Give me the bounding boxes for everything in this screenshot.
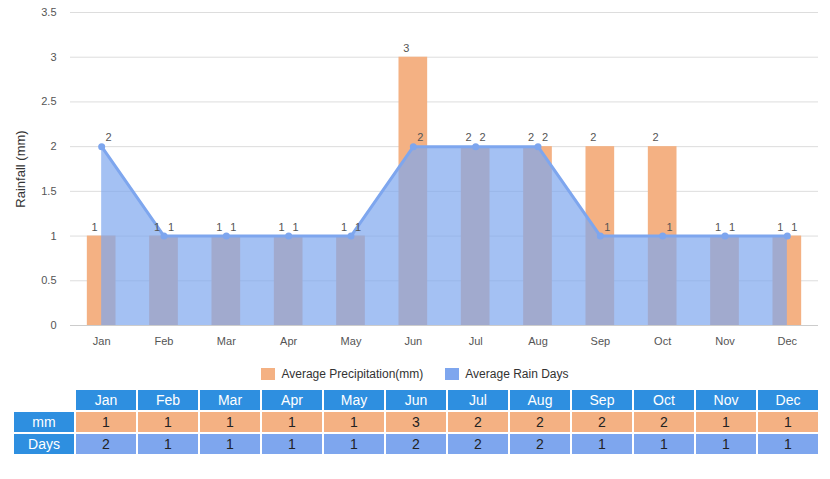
html-text:1: 1 [288,436,296,452]
html-text:Average Precipitation(mm): Average Precipitation(mm) [281,367,424,381]
svg-text:2: 2 [653,131,659,143]
html-text:1: 1 [226,414,234,430]
html-text:1: 1 [784,414,792,430]
svg-text:Feb: Feb [155,335,174,347]
svg-text:2: 2 [417,131,423,143]
html-text:1: 1 [164,436,172,452]
svg-text:2: 2 [50,140,56,152]
html-text:1: 1 [226,436,234,452]
svg-text:2.5: 2.5 [41,95,56,107]
svg-text:1: 1 [604,221,610,233]
svg-text:Jan: Jan [93,335,111,347]
html-text:Mar: Mar [217,392,243,408]
svg-text:Rainfall (mm): Rainfall (mm) [13,130,28,207]
html-text:2: 2 [660,414,668,430]
svg-text:May: May [341,335,362,347]
svg-text:1: 1 [92,221,98,233]
svg-text:1.5: 1.5 [41,185,56,197]
svg-text:2: 2 [590,131,596,143]
html-text:1: 1 [288,414,296,430]
svg-text:Apr: Apr [280,335,297,347]
html-text:Nov: Nov [713,392,739,408]
html-text:Days: Days [28,436,60,452]
html-text:2: 2 [536,436,544,452]
svg-text:1: 1 [293,221,299,233]
svg-text:Jul: Jul [469,335,483,347]
svg-text:2: 2 [528,131,534,143]
html-text:Apr: Apr [281,392,303,408]
svg-text:Dec: Dec [778,335,798,347]
html-text:Jul: Jul [469,392,487,408]
svg-text:1: 1 [729,221,735,233]
svg-text:Aug: Aug [528,335,548,347]
svg-text:Nov: Nov [715,335,735,347]
html-text:2: 2 [536,414,544,430]
svg-text:2: 2 [480,131,486,143]
svg-text:Mar: Mar [217,335,236,347]
svg-text:1: 1 [50,230,56,242]
html-text:1: 1 [102,414,110,430]
html-text:1: 1 [350,436,358,452]
svg-text:1: 1 [341,221,347,233]
html-text:1: 1 [784,436,792,452]
html-text:May: May [340,392,368,408]
svg-text:Oct: Oct [654,335,671,347]
html-text:1: 1 [660,436,668,452]
html-text:1: 1 [598,436,606,452]
svg-text:1: 1 [154,221,160,233]
html-text:Average Rain Days: Average Rain Days [465,367,569,381]
html-text:Oct: Oct [653,392,675,408]
svg-text:1: 1 [777,221,783,233]
html-text:Sep: Sep [589,392,615,408]
svg-text:1: 1 [667,221,673,233]
svg-text:1: 1 [216,221,222,233]
svg-text:2: 2 [542,131,548,143]
svg-text:3: 3 [403,42,409,54]
svg-text:3: 3 [50,51,56,63]
svg-text:1: 1 [168,221,174,233]
html-text:mm: mm [32,414,56,430]
svg-text:3.5: 3.5 [41,6,56,18]
svg-text:2: 2 [466,131,472,143]
html-text:1: 1 [164,414,172,430]
html-text:2: 2 [102,436,110,452]
html-text:3: 3 [412,414,420,430]
html-text:2: 2 [474,414,482,430]
svg-text:1: 1 [715,221,721,233]
html-text:2: 2 [598,414,606,430]
html-text:Aug: Aug [527,392,553,408]
html-text:Jun: Jun [404,392,428,408]
svg-text:1: 1 [230,221,236,233]
html-text:Dec: Dec [775,392,801,408]
svg-text:0: 0 [50,319,56,331]
svg-text:2: 2 [106,131,112,143]
html-text:1: 1 [722,436,730,452]
html-text:Jan: Jan [94,392,118,408]
html-text:1: 1 [350,414,358,430]
svg-text:1: 1 [279,221,285,233]
svg-text:Sep: Sep [591,335,611,347]
html-text:2: 2 [474,436,482,452]
html-text:1: 1 [722,414,730,430]
html-text:Feb: Feb [155,392,181,408]
html-text:2: 2 [412,436,420,452]
svg-text:1: 1 [355,221,361,233]
svg-text:0.5: 0.5 [41,274,56,286]
svg-text:Jun: Jun [404,335,422,347]
svg-text:1: 1 [791,221,797,233]
